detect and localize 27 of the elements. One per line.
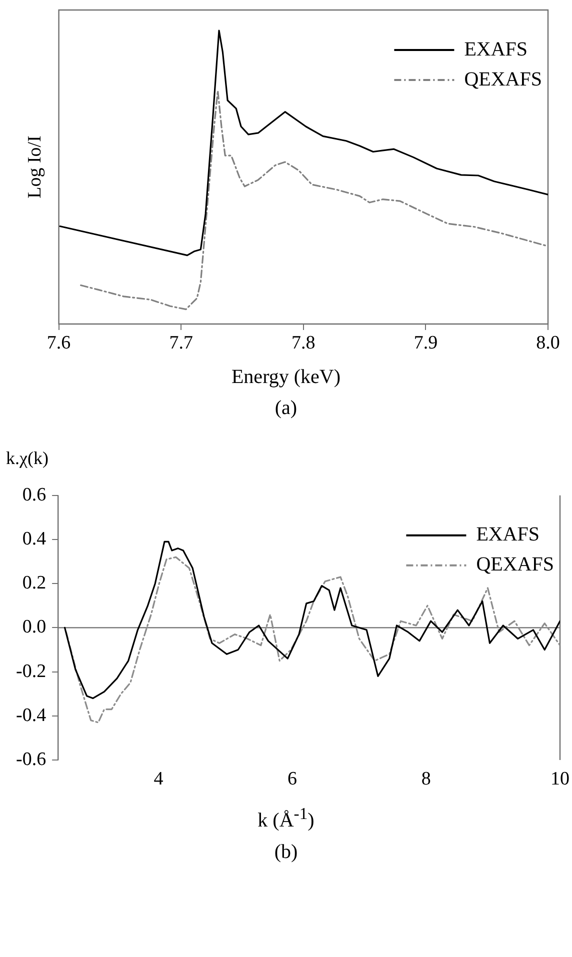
text: (b) <box>273 840 299 864</box>
y-tick-label: 0.4 <box>22 528 47 550</box>
x-tick-label: 7.8 <box>292 332 316 354</box>
line-series <box>65 556 560 724</box>
x-tick-label: 7.9 <box>414 332 438 354</box>
y-tick-label: -0.4 <box>16 704 47 726</box>
y-axis-title: k.χ(k) <box>5 447 50 470</box>
x-tick-label: 6 <box>288 768 298 790</box>
y-tick-label: -0.2 <box>16 660 46 682</box>
legend-label: QEXAFS <box>476 554 554 576</box>
legend-label: EXAFS <box>476 524 540 546</box>
legend-label: QEXAFS <box>464 68 542 90</box>
y-tick-label: 0.2 <box>22 572 46 594</box>
y-axis-title: Log Io/I <box>24 136 46 198</box>
x-axis-title: k (Å$^{-1}$) <box>256 804 316 833</box>
x-tick-label: 7.6 <box>46 332 71 354</box>
x-axis-title: Energy (keV) <box>230 366 342 389</box>
x-tick-label: 8.0 <box>536 332 560 354</box>
x-tick-label: 8 <box>421 768 431 790</box>
y-tick-label: -0.6 <box>16 748 46 770</box>
x-tick-label: 10 <box>550 768 570 790</box>
y-tick-label: 0.0 <box>22 616 46 638</box>
text: (a) <box>274 397 298 420</box>
legend-label: EXAFS <box>464 38 528 60</box>
y-tick-label: 0.6 <box>22 484 46 506</box>
x-tick-label: 7.7 <box>169 332 193 354</box>
x-tick-label: 4 <box>154 768 164 790</box>
